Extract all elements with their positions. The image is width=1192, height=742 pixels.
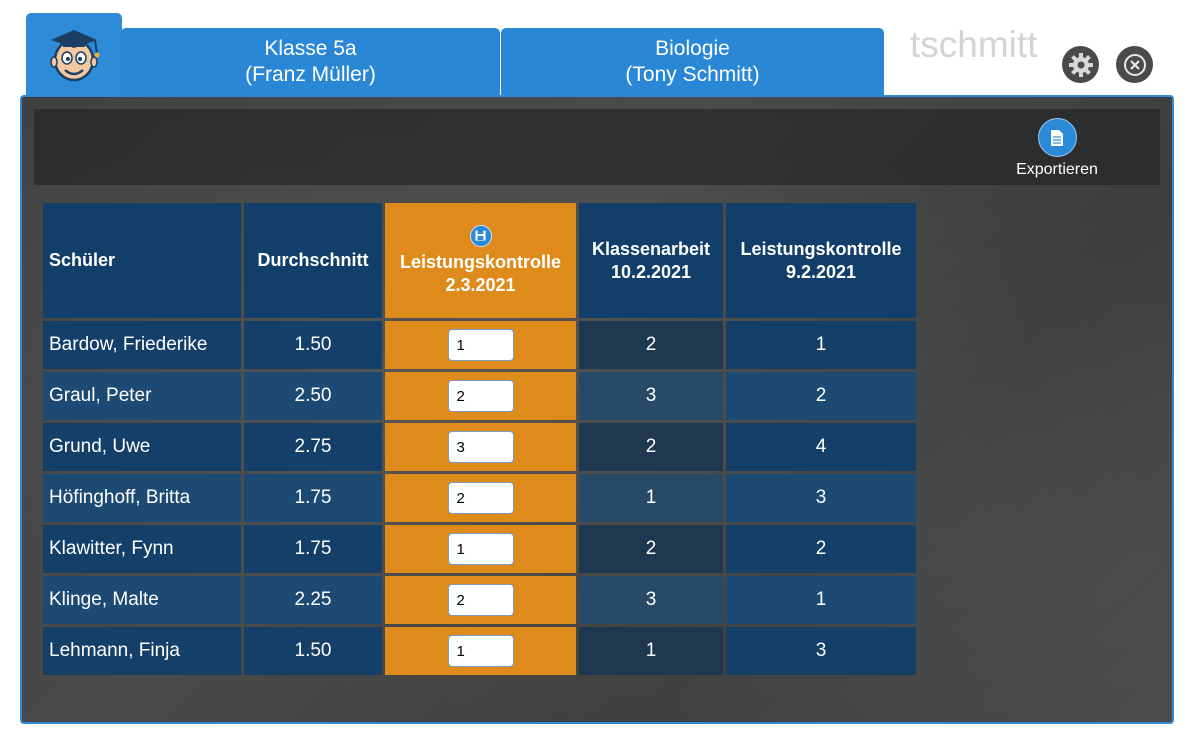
student-name: Grund, Uwe	[43, 423, 241, 471]
average-value: 2.25	[244, 576, 382, 624]
grade-input[interactable]	[447, 533, 514, 565]
grade-input[interactable]	[447, 329, 514, 361]
header-assessment-3[interactable]: Leistungskontrolle 9.2.2021	[726, 203, 916, 318]
grade-input-cell	[385, 576, 576, 624]
header-assessment-3-title: Leistungskontrolle	[740, 238, 902, 259]
grade-value: 3	[579, 372, 723, 420]
close-circle-icon	[1123, 53, 1146, 76]
average-value: 1.50	[244, 627, 382, 675]
grade-input-cell	[385, 627, 576, 675]
grade-input[interactable]	[447, 431, 514, 463]
header-assessment-2-date: 10.2.2021	[610, 261, 692, 282]
tab-class-title: Klasse 5a	[264, 37, 357, 60]
header-assessment-2-title: Klassenarbeit	[591, 238, 711, 259]
grade-value: 1	[726, 321, 916, 369]
header-average[interactable]: Durchschnitt	[244, 203, 382, 318]
grade-value: 2	[579, 423, 723, 471]
grade-input-cell	[385, 372, 576, 420]
table-row: Bardow, Friederike 1.50 2 1	[43, 321, 916, 369]
grade-value: 4	[726, 423, 916, 471]
grade-value: 2	[726, 525, 916, 573]
tab-subject[interactable]: Biologie (Tony Schmitt)	[501, 28, 884, 96]
grade-input[interactable]	[447, 380, 514, 412]
settings-button[interactable]	[1062, 46, 1099, 83]
grade-input-cell	[385, 525, 576, 573]
average-value: 1.75	[244, 525, 382, 573]
student-name: Höfinghoff, Britta	[43, 474, 241, 522]
tab-class[interactable]: Klasse 5a (Franz Müller)	[121, 28, 500, 96]
tab-class-teacher: (Franz Müller)	[245, 63, 376, 86]
student-name: Graul, Peter	[43, 372, 241, 420]
student-name: Klinge, Malte	[43, 576, 241, 624]
grade-value: 1	[579, 474, 723, 522]
grades-table: Schüler Durchschnitt Leistungskontrolle …	[40, 200, 919, 678]
table-row: Grund, Uwe 2.75 2 4	[43, 423, 916, 471]
grade-value: 3	[579, 576, 723, 624]
username: tschmitt	[910, 24, 1038, 65]
header-assessment-2[interactable]: Klassenarbeit 10.2.2021	[579, 203, 723, 318]
tab-subject-title: Biologie	[655, 37, 730, 60]
table-row: Graul, Peter 2.50 3 2	[43, 372, 916, 420]
tab-subject-teacher: (Tony Schmitt)	[625, 63, 760, 86]
table-row: Klawitter, Fynn 1.75 2 2	[43, 525, 916, 573]
teacher-mascot-icon	[50, 30, 100, 82]
header-student[interactable]: Schüler	[43, 203, 241, 318]
grade-input-cell	[385, 474, 576, 522]
header-active-title: Leistungskontrolle	[399, 251, 561, 272]
header-active-date: 2.3.2021	[445, 274, 516, 295]
grade-value: 1	[726, 576, 916, 624]
save-icon[interactable]	[469, 224, 492, 247]
grade-value: 2	[579, 525, 723, 573]
average-value: 1.50	[244, 321, 382, 369]
student-name: Klawitter, Fynn	[43, 525, 241, 573]
document-icon	[1037, 118, 1077, 157]
close-button[interactable]	[1116, 46, 1153, 83]
grade-value: 2	[579, 321, 723, 369]
export-button[interactable]: Exportieren	[1012, 118, 1102, 179]
gradebook-panel: Exportieren Schüler Durchschnitt Leistun…	[20, 95, 1174, 724]
toolbar: Exportieren	[34, 109, 1160, 185]
table-row: Höfinghoff, Britta 1.75 1 3	[43, 474, 916, 522]
table-row: Klinge, Malte 2.25 3 1	[43, 576, 916, 624]
grade-input[interactable]	[447, 584, 514, 616]
table-header-row: Schüler Durchschnitt Leistungskontrolle …	[43, 203, 916, 318]
header-assessment-3-date: 9.2.2021	[785, 261, 857, 282]
grade-value: 2	[726, 372, 916, 420]
student-name: Bardow, Friederike	[43, 321, 241, 369]
grade-input[interactable]	[447, 482, 514, 514]
logo-tab[interactable]	[26, 13, 122, 97]
grade-input[interactable]	[447, 635, 514, 667]
export-label: Exportieren	[1016, 161, 1098, 178]
average-value: 2.75	[244, 423, 382, 471]
grade-value: 1	[579, 627, 723, 675]
grade-input-cell	[385, 423, 576, 471]
average-value: 2.50	[244, 372, 382, 420]
grade-value: 3	[726, 474, 916, 522]
header-active-assessment[interactable]: Leistungskontrolle 2.3.2021	[385, 203, 576, 318]
average-value: 1.75	[244, 474, 382, 522]
grade-input-cell	[385, 321, 576, 369]
student-name: Lehmann, Finja	[43, 627, 241, 675]
grade-value: 3	[726, 627, 916, 675]
table-row: Lehmann, Finja 1.50 1 3	[43, 627, 916, 675]
gear-icon	[1068, 52, 1093, 77]
